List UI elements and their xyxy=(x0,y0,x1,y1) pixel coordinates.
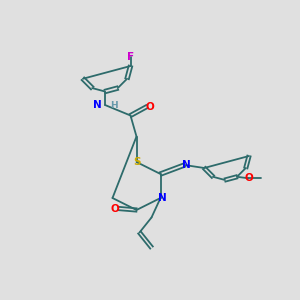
Text: N: N xyxy=(158,193,166,203)
Text: N: N xyxy=(93,100,101,110)
Text: O: O xyxy=(244,173,253,183)
Text: S: S xyxy=(133,157,140,167)
Text: N: N xyxy=(182,160,190,170)
Text: O: O xyxy=(110,203,119,214)
Text: O: O xyxy=(146,101,154,112)
Text: F: F xyxy=(127,52,134,62)
Text: H: H xyxy=(110,101,118,110)
